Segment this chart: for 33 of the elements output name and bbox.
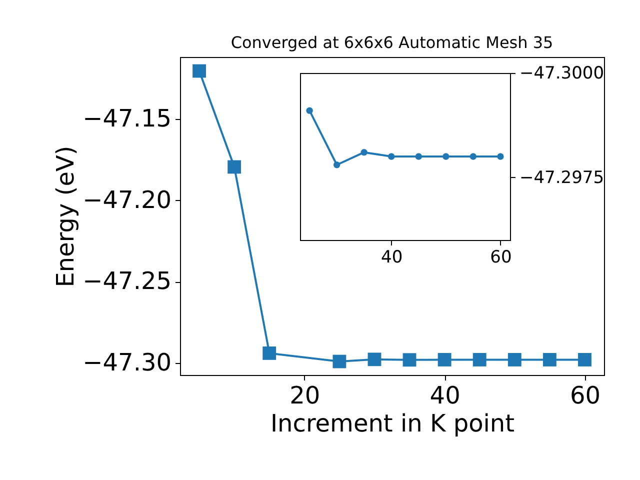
chart-title: Converged at 6x6x6 Automatic Mesh 35	[230, 33, 554, 52]
point	[360, 148, 368, 156]
y-tick-label: −47.30	[82, 348, 172, 376]
point	[415, 153, 422, 160]
y-tick-label: −47.25	[82, 267, 172, 296]
point	[438, 353, 452, 366]
point	[542, 353, 556, 366]
point	[402, 353, 416, 367]
point	[228, 160, 242, 174]
point	[508, 353, 522, 366]
y-tick-label: −47.15	[82, 104, 172, 132]
point	[333, 162, 340, 168]
point	[306, 107, 313, 114]
point	[262, 346, 276, 360]
x-tick-label: 40	[430, 382, 460, 410]
x-tick-label: 60	[490, 248, 512, 268]
point	[368, 352, 382, 366]
x-axis-title: Increment in K point	[270, 410, 515, 438]
y-tick-label: −47.3000	[520, 64, 604, 84]
y-tick-label: −47.2975	[520, 168, 604, 188]
point	[192, 64, 206, 78]
point	[332, 354, 346, 368]
x-tick-label: 20	[290, 382, 320, 410]
point	[472, 353, 486, 366]
point	[442, 153, 450, 160]
point	[470, 153, 477, 160]
point	[578, 353, 592, 366]
y-tick-label: −47.20	[82, 186, 172, 214]
x-tick-label: 60	[570, 382, 600, 410]
point	[388, 153, 395, 160]
y-axis-title: Energy (eV)	[52, 146, 80, 288]
point	[497, 153, 504, 160]
x-tick-label: 40	[381, 248, 403, 268]
